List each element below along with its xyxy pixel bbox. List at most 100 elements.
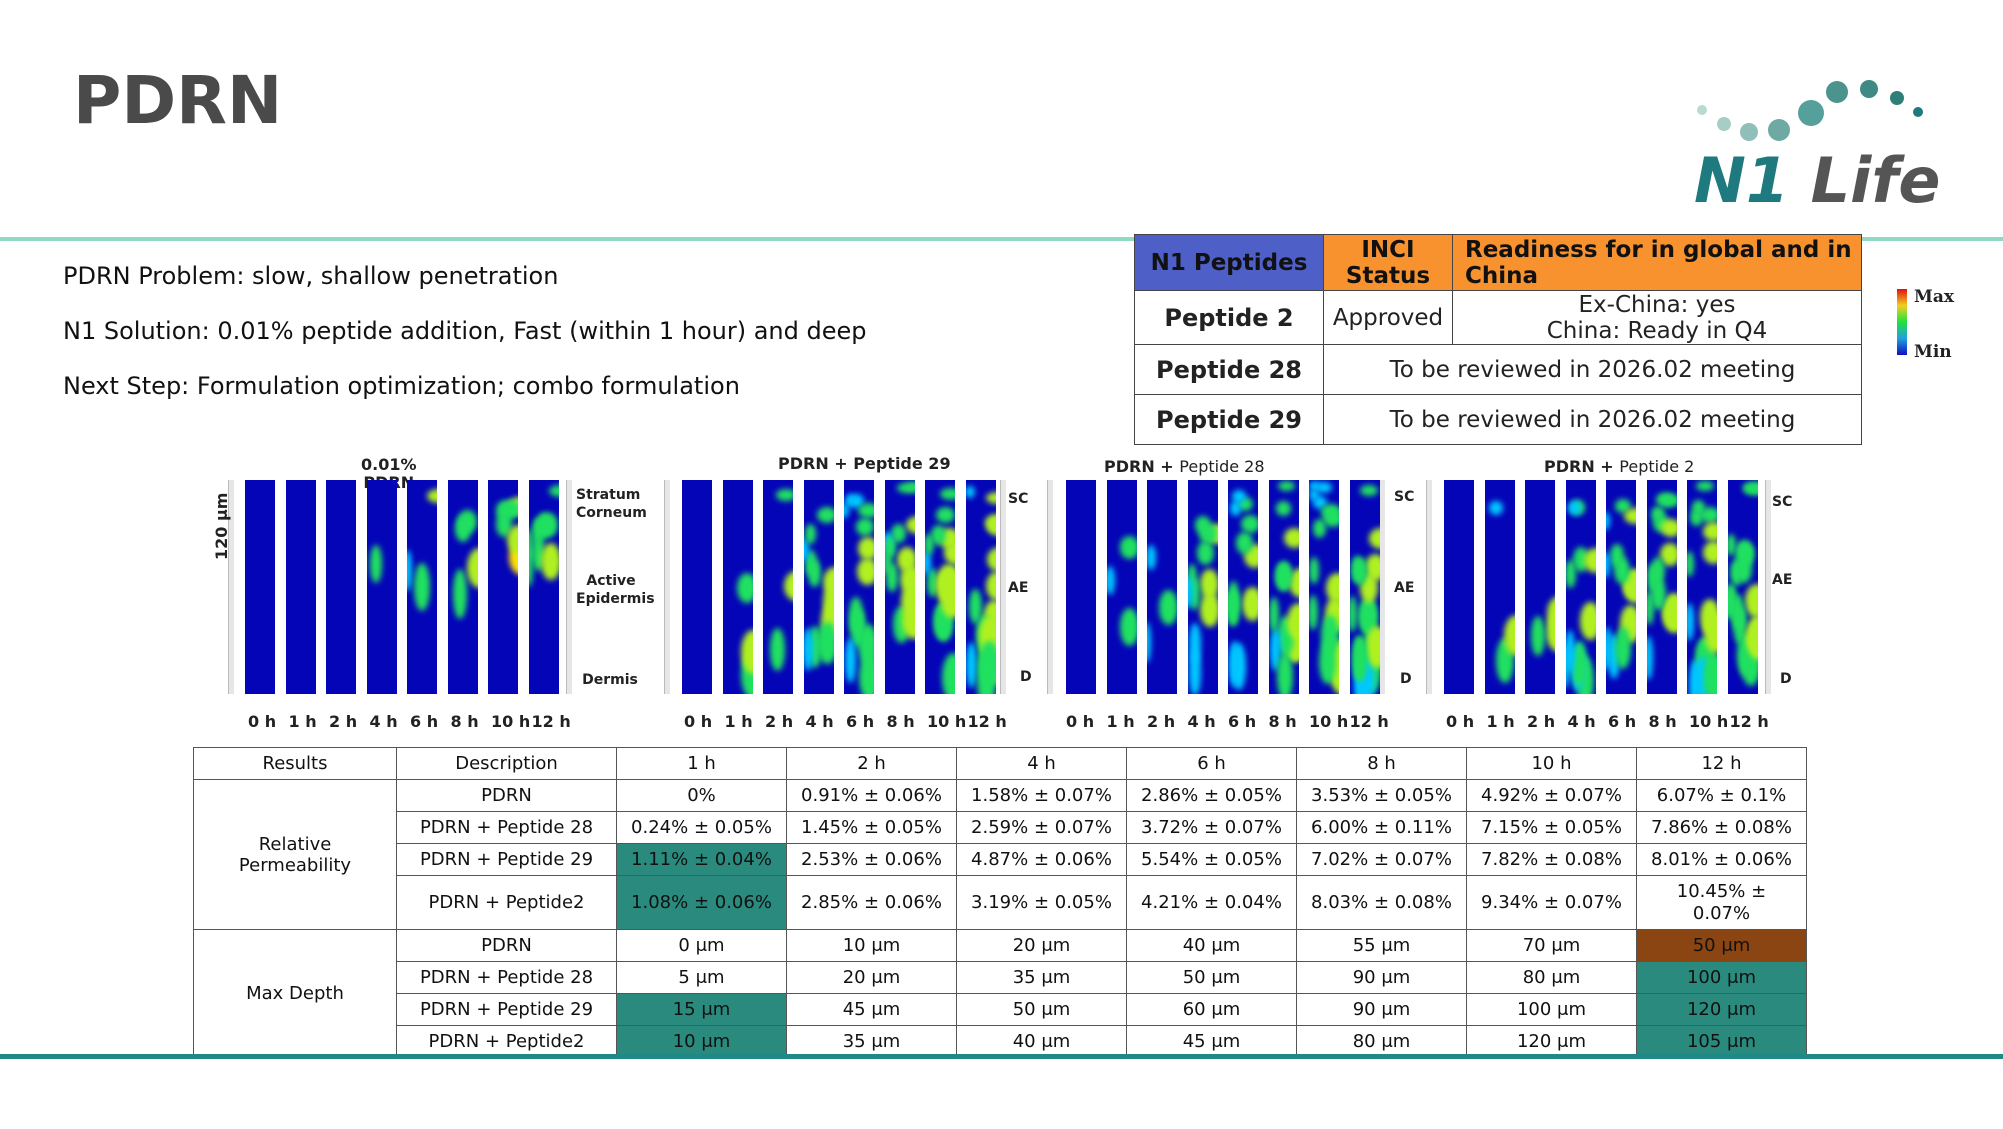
heatmap-strip bbox=[1268, 480, 1299, 694]
results-value: 9.34% ± 0.07% bbox=[1466, 875, 1637, 930]
layer-label-d: D bbox=[1020, 669, 1032, 685]
heatmap-strip bbox=[245, 480, 275, 694]
peptide-status-table: N1 Peptides INCI Status Readiness for in… bbox=[1134, 234, 1862, 445]
results-header-cell: Description bbox=[396, 747, 617, 780]
results-description: PDRN + Peptide2 bbox=[396, 875, 617, 930]
time-tick: 6 h bbox=[410, 712, 439, 731]
results-value: 10 μm bbox=[786, 929, 957, 962]
results-header-cell: 2 h bbox=[786, 747, 957, 780]
summary-bullets: PDRN Problem: slow, shallow penetration … bbox=[63, 262, 867, 427]
heatmap-strip bbox=[1187, 480, 1218, 694]
results-value: 20 μm bbox=[956, 929, 1127, 962]
status-inci: Approved bbox=[1323, 290, 1453, 345]
time-tick: 12 h bbox=[967, 712, 1007, 731]
heatmap-strip bbox=[407, 480, 437, 694]
results-header-cell: 8 h bbox=[1296, 747, 1467, 780]
time-tick: 4 h bbox=[805, 712, 834, 731]
heatmap-strip bbox=[1444, 480, 1474, 694]
heatmap-strip bbox=[1525, 480, 1555, 694]
heatmap-strip bbox=[1646, 480, 1677, 694]
time-tick: 2 h bbox=[1147, 712, 1176, 731]
time-tick: 4 h bbox=[1187, 712, 1216, 731]
heatmap-strip bbox=[1106, 480, 1137, 694]
heatmap-strip bbox=[1066, 480, 1096, 694]
time-tick: 2 h bbox=[765, 712, 794, 731]
results-value: 6.00% ± 0.11% bbox=[1296, 811, 1467, 844]
heatmap-strip bbox=[925, 480, 955, 694]
results-value: 4.92% ± 0.07% bbox=[1466, 779, 1637, 812]
time-tick: 6 h bbox=[846, 712, 875, 731]
results-value: 1.45% ± 0.05% bbox=[786, 811, 957, 844]
results-value: 7.86% ± 0.08% bbox=[1636, 811, 1807, 844]
results-value: 1.11% ± 0.04% bbox=[616, 843, 787, 876]
results-header-cell: 4 h bbox=[956, 747, 1127, 780]
layer-label-ae: AE bbox=[1008, 580, 1029, 596]
results-value: 45 μm bbox=[786, 993, 957, 1026]
heatmap-strip bbox=[965, 480, 996, 694]
results-value: 45 μm bbox=[1126, 1025, 1297, 1058]
results-header-cell: 10 h bbox=[1466, 747, 1637, 780]
layer-label-d: D bbox=[1780, 671, 1792, 687]
heatmap-strip bbox=[844, 480, 874, 694]
status-note: To be reviewed in 2026.02 meeting bbox=[1323, 394, 1862, 445]
results-description: PDRN bbox=[396, 779, 617, 812]
time-tick: 1 h bbox=[1106, 712, 1135, 731]
status-header-peptides: N1 Peptides bbox=[1134, 234, 1324, 291]
heatmap-strip bbox=[285, 480, 316, 694]
time-tick: 6 h bbox=[1228, 712, 1257, 731]
results-value: 10.45% ± 0.07% bbox=[1636, 875, 1807, 930]
time-tick: 12 h bbox=[1349, 712, 1389, 731]
panel-3-title: PDRN + Peptide 28 bbox=[1104, 457, 1265, 476]
heatmap-strip bbox=[1565, 480, 1596, 694]
panel-4-title: PDRN + Peptide 2 bbox=[1544, 457, 1695, 476]
results-value: 3.19% ± 0.05% bbox=[956, 875, 1127, 930]
heatmap-strip bbox=[1484, 480, 1515, 694]
time-tick: 10 h bbox=[927, 712, 967, 731]
time-tick: 0 h bbox=[248, 712, 277, 731]
results-value: 3.72% ± 0.07% bbox=[1126, 811, 1297, 844]
footer-divider bbox=[0, 1054, 2003, 1059]
results-value: 60 μm bbox=[1126, 993, 1297, 1026]
legend-min-label: Min bbox=[1914, 342, 1952, 362]
time-tick: 2 h bbox=[329, 712, 358, 731]
time-tick: 6 h bbox=[1608, 712, 1637, 731]
time-tick: 4 h bbox=[1567, 712, 1596, 731]
results-description: PDRN + Peptide 29 bbox=[396, 843, 617, 876]
results-value: 2.86% ± 0.05% bbox=[1126, 779, 1297, 812]
results-value: 0.24% ± 0.05% bbox=[616, 811, 787, 844]
results-value: 5.54% ± 0.05% bbox=[1126, 843, 1297, 876]
results-value: 50 μm bbox=[1126, 961, 1297, 994]
results-header-cell: Results bbox=[193, 747, 397, 780]
time-tick: 2 h bbox=[1527, 712, 1556, 731]
bullet-next-step: Next Step: Formulation optimization; com… bbox=[63, 372, 740, 400]
results-value: 100 μm bbox=[1466, 993, 1637, 1026]
time-tick: 12 h bbox=[531, 712, 571, 731]
results-value: 1.08% ± 0.06% bbox=[616, 875, 787, 930]
results-value: 6.07% ± 0.1% bbox=[1636, 779, 1807, 812]
results-value: 7.82% ± 0.08% bbox=[1466, 843, 1637, 876]
heatmap-color-legend bbox=[1897, 289, 1907, 355]
results-value: 100 μm bbox=[1636, 961, 1807, 994]
results-value: 2.59% ± 0.07% bbox=[956, 811, 1127, 844]
results-description: PDRN + Peptide 28 bbox=[396, 811, 617, 844]
results-value: 50 μm bbox=[1636, 929, 1807, 962]
results-value: 35 μm bbox=[786, 1025, 957, 1058]
results-value: 70 μm bbox=[1466, 929, 1637, 962]
results-value: 4.21% ± 0.04% bbox=[1126, 875, 1297, 930]
status-peptide: Peptide 29 bbox=[1134, 394, 1324, 445]
layer-label-d: D bbox=[1400, 671, 1412, 687]
time-tick: 0 h bbox=[1066, 712, 1095, 731]
time-tick: 10 h bbox=[1689, 712, 1729, 731]
results-value: 35 μm bbox=[956, 961, 1127, 994]
heatmap-strip bbox=[884, 480, 915, 694]
time-tick: 0 h bbox=[684, 712, 713, 731]
results-value: 0% bbox=[616, 779, 787, 812]
results-value: 80 μm bbox=[1296, 1025, 1467, 1058]
results-value: 0.91% ± 0.06% bbox=[786, 779, 957, 812]
header-divider bbox=[0, 237, 2003, 241]
time-tick: 0 h bbox=[1446, 712, 1475, 731]
time-tick: 8 h bbox=[1648, 712, 1677, 731]
heatmap-strip bbox=[488, 480, 518, 694]
time-tick: 1 h bbox=[1486, 712, 1515, 731]
results-value: 3.53% ± 0.05% bbox=[1296, 779, 1467, 812]
